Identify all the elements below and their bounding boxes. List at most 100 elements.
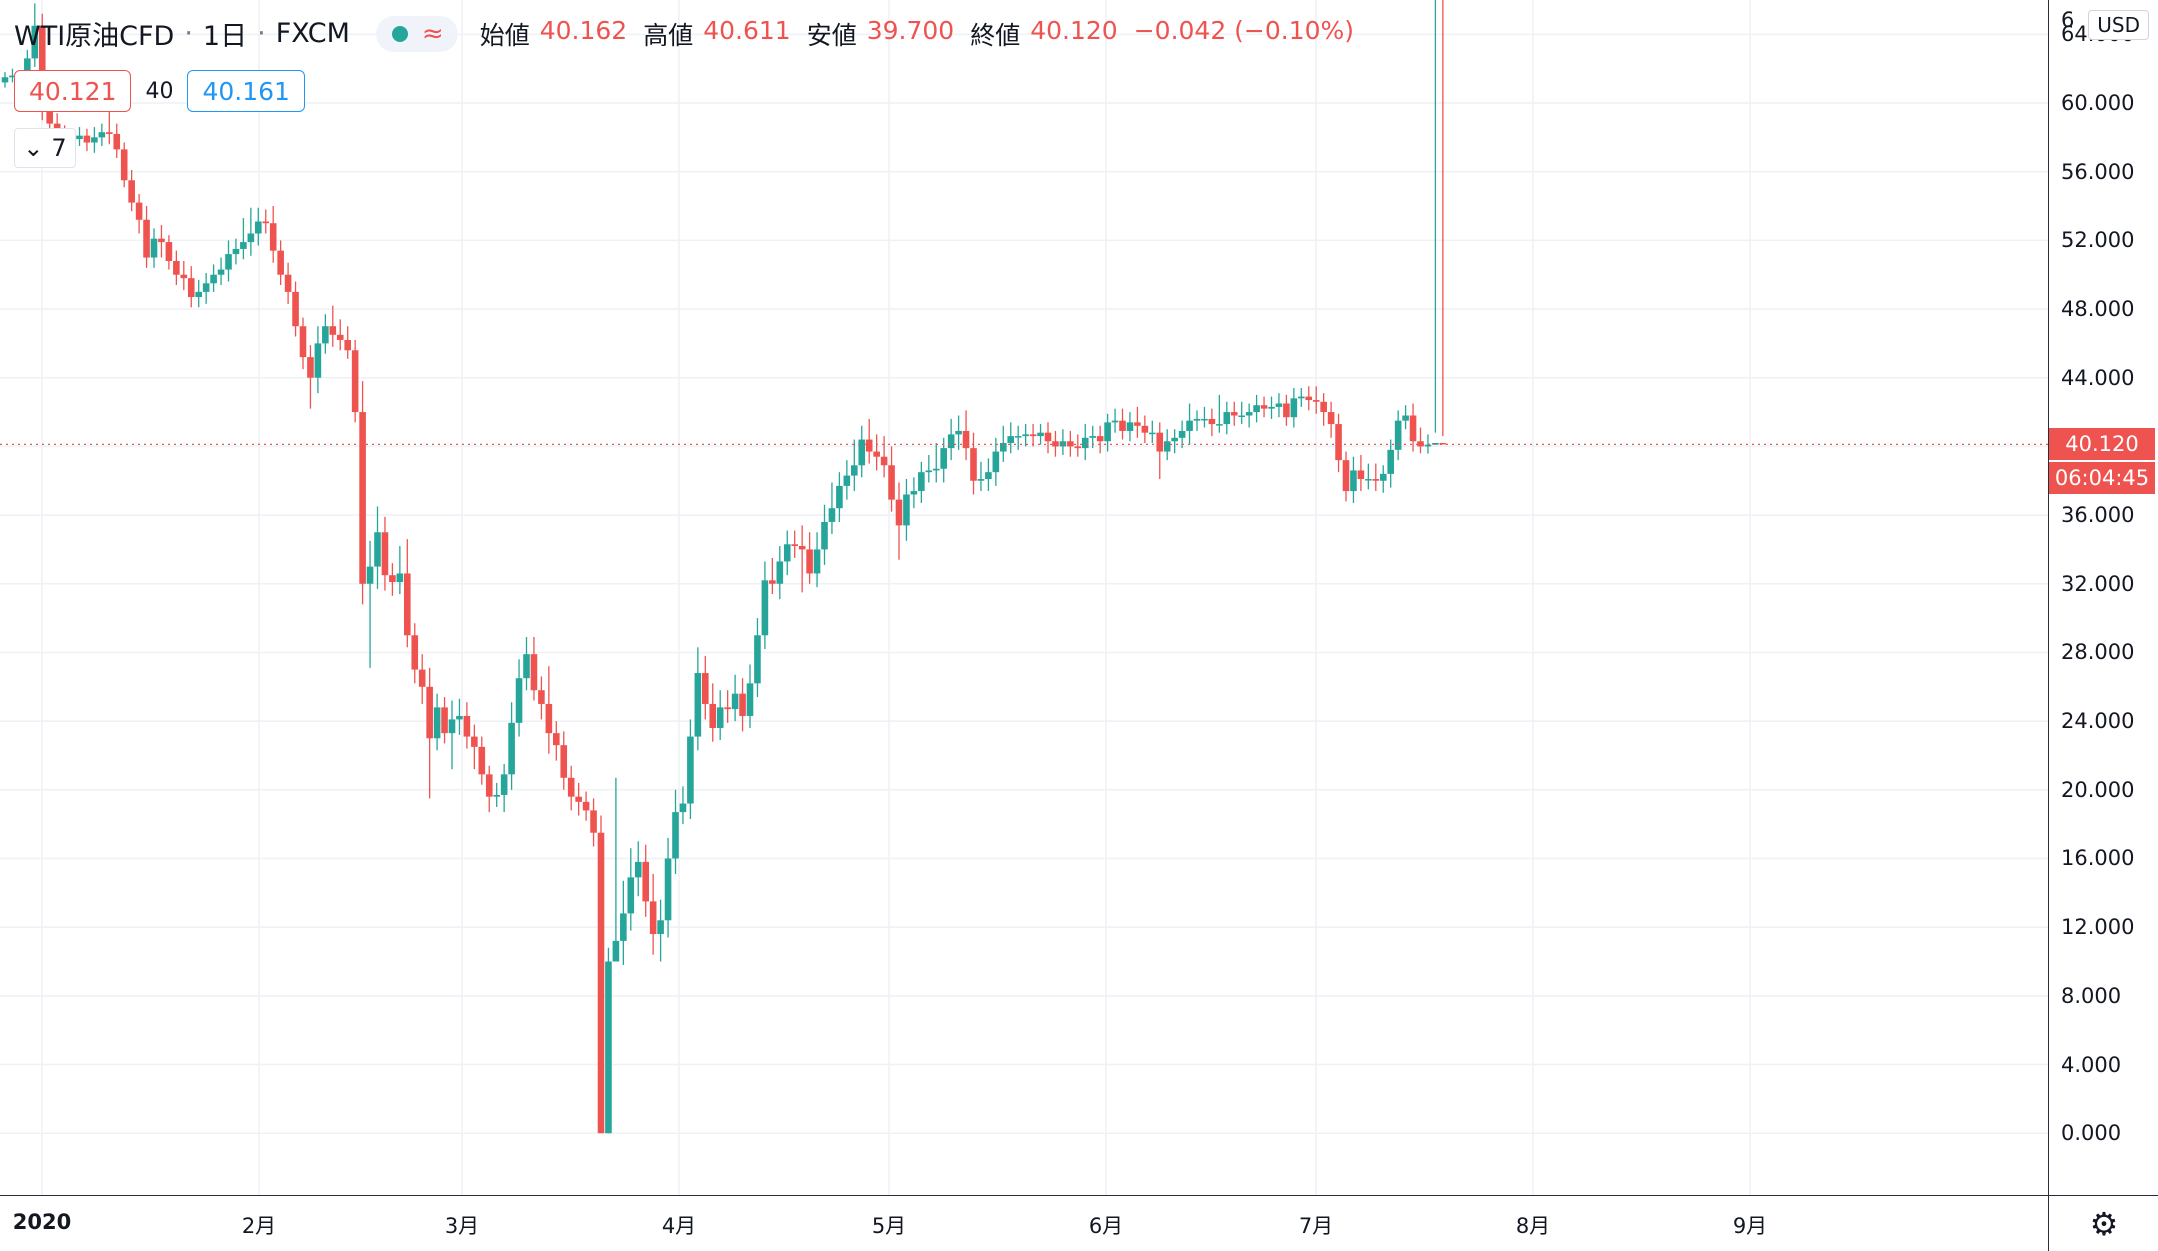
price-tick-label: 4.000 <box>2061 1052 2122 1077</box>
candle-body <box>545 703 553 734</box>
sell-button[interactable]: 40.121 <box>14 70 132 112</box>
candle-body <box>1119 420 1126 431</box>
symbol-title[interactable]: WTI原油CFD <box>14 21 175 52</box>
candle-body <box>523 654 530 679</box>
candle-body <box>46 109 53 124</box>
candle-body <box>538 690 545 704</box>
price-tick-label: 44.000 <box>2061 365 2135 390</box>
collapse-legend-button[interactable]: ⌄ 7 <box>14 128 76 168</box>
candle-body <box>910 491 918 495</box>
candle-body <box>702 673 709 704</box>
candle-body <box>1186 420 1193 431</box>
candle-body <box>828 508 836 522</box>
candle-body <box>1253 405 1260 413</box>
candle-body <box>567 777 575 797</box>
spread-value: 40 <box>145 78 174 104</box>
candle-body <box>277 250 284 275</box>
candle-body <box>1335 424 1342 461</box>
currency-button[interactable]: USD <box>2088 10 2149 40</box>
candle-body <box>769 580 776 584</box>
candle-body <box>314 343 322 378</box>
candle-body <box>292 291 299 327</box>
candle-body <box>776 561 784 584</box>
candle-body <box>813 549 821 574</box>
candle-body <box>1141 425 1149 433</box>
candle-body <box>195 291 202 298</box>
status-pill[interactable]: ≈ <box>375 15 458 52</box>
candle-body <box>1000 442 1007 452</box>
candle-body <box>992 451 1000 473</box>
candle-body <box>1096 436 1104 442</box>
candle-body <box>463 715 471 737</box>
price-axis[interactable]: 64.00060.00056.00052.00048.00044.00040.0… <box>2048 0 2158 1195</box>
candle-body <box>865 439 873 452</box>
candle-body <box>1171 437 1178 442</box>
candle-body <box>202 283 210 292</box>
chevron-down-icon: ⌄ <box>23 134 44 162</box>
candle-body <box>1193 418 1201 421</box>
gear-icon[interactable]: ⚙ <box>2089 1204 2119 1243</box>
price-tick-label: 36.000 <box>2061 503 2135 528</box>
candle-body <box>374 532 381 567</box>
candle-body <box>821 521 828 550</box>
candle-body <box>932 468 940 471</box>
candle-body <box>404 573 411 636</box>
chart-legend: WTI原油CFD · 1日 · FXCM ≈ 始値 40.162 高値 40.611… <box>14 14 1360 53</box>
title-separator: · <box>257 18 266 49</box>
interval-label[interactable]: 1日 <box>202 21 248 52</box>
candle-body <box>798 545 806 550</box>
candle-body <box>366 566 374 584</box>
candle-body <box>642 861 649 902</box>
candlestick-chart[interactable] <box>0 0 2048 1195</box>
candle-body <box>240 242 247 249</box>
candle-body <box>1134 422 1141 426</box>
candle-body <box>1223 412 1231 425</box>
candle-body <box>1424 444 1432 447</box>
candle-body <box>903 494 910 526</box>
candle-body <box>1208 418 1216 425</box>
candle-body <box>411 635 419 670</box>
price-tick-label: 24.000 <box>2061 709 2135 734</box>
candle-body <box>672 812 679 859</box>
open-value: 40.162 <box>539 15 628 45</box>
candle-body <box>76 135 83 140</box>
candle-body <box>873 451 880 457</box>
candle-body <box>91 137 98 143</box>
candle-body <box>1126 422 1134 431</box>
price-tick-label: 60.000 <box>2061 91 2135 116</box>
change-value: −0.042 (−0.10%) <box>1133 15 1355 45</box>
candle-body <box>962 430 970 449</box>
buy-button[interactable]: 40.161 <box>187 70 305 112</box>
candle-body <box>1074 446 1082 449</box>
candle-body <box>336 334 344 340</box>
candle-body <box>687 736 694 804</box>
candle-body <box>560 745 568 778</box>
candle-body <box>612 940 620 962</box>
candle-body <box>1014 436 1022 438</box>
candle-body <box>746 683 754 716</box>
candle-body <box>269 223 277 251</box>
candle-body <box>977 479 985 481</box>
time-tick-label: 3月 <box>444 1214 480 1238</box>
candle-body <box>1283 403 1290 418</box>
candle-body <box>1037 432 1044 437</box>
time-axis[interactable]: 2020 2月 3月 4月 5月 6月 7月 8月 9月 <box>0 1195 2048 1251</box>
candle-body <box>232 248 240 255</box>
chart-plot-area[interactable]: WTI原油CFD · 1日 · FXCM ≈ 始値 40.162 高値 40.611… <box>0 0 2048 1195</box>
candle-body <box>985 472 992 480</box>
candle-body <box>1290 398 1298 418</box>
candle-body <box>418 669 426 687</box>
candle-body <box>1379 473 1387 481</box>
settings-corner[interactable]: ⚙ <box>2048 1195 2158 1251</box>
candle-body <box>895 499 903 526</box>
candle-body <box>247 233 255 243</box>
candle-body <box>158 238 165 243</box>
candle-body <box>739 693 746 716</box>
candle-body <box>478 746 486 775</box>
candle-body <box>433 707 441 739</box>
candle-body <box>217 269 225 275</box>
candle-body <box>456 715 463 720</box>
candle-body <box>128 180 135 203</box>
candle-body <box>493 794 500 797</box>
candle-body <box>1387 449 1394 474</box>
